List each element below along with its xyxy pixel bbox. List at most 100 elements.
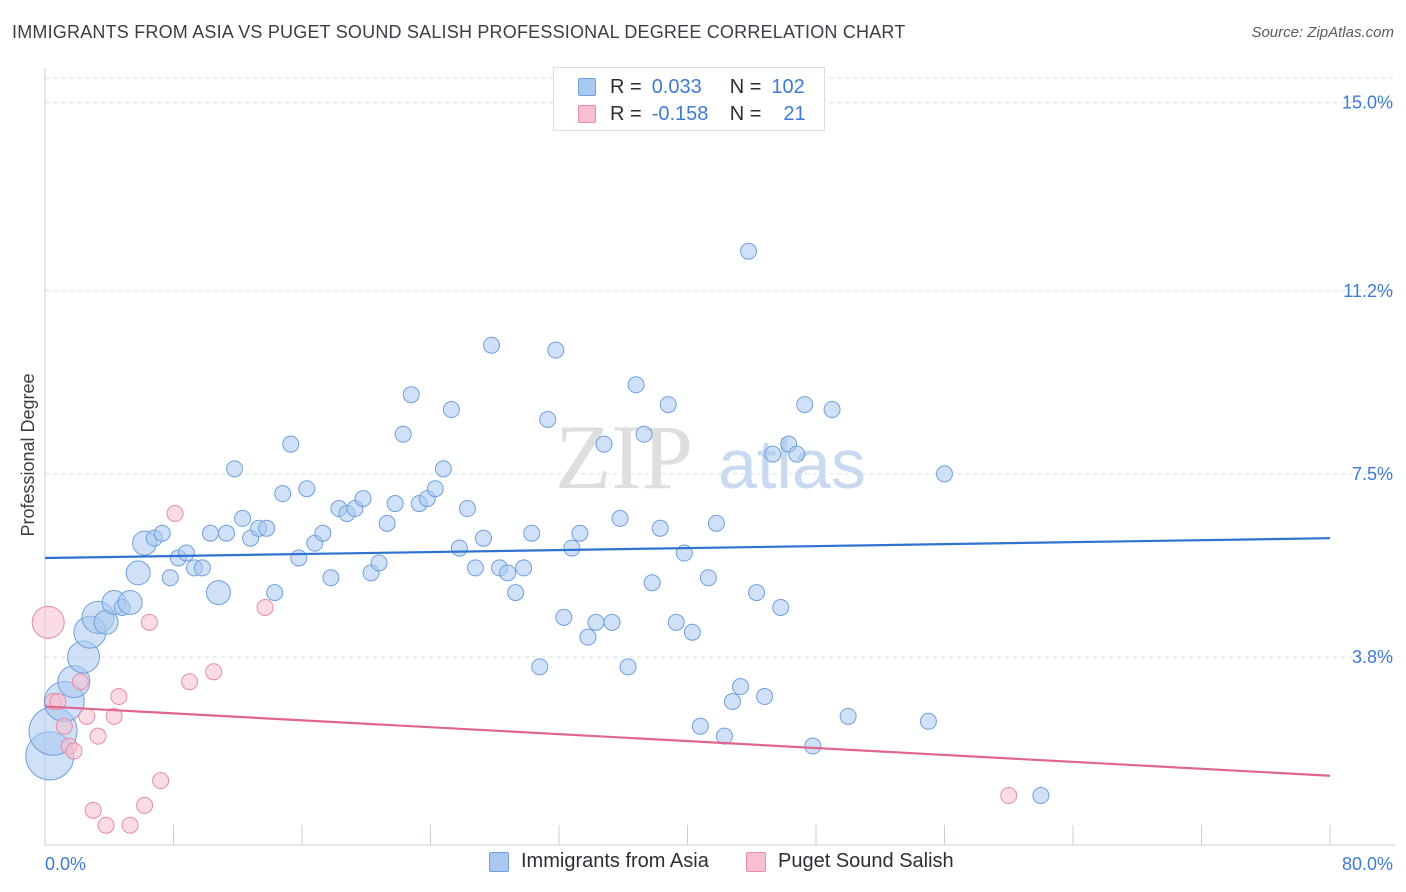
legend-row-salish: R = -0.158 N = 21 xyxy=(578,101,806,127)
source-label: Source: ZipAtlas.com xyxy=(1251,24,1394,41)
salish-point xyxy=(121,816,139,834)
asia-point xyxy=(683,623,701,641)
asia-point xyxy=(723,692,741,710)
asia-point xyxy=(322,569,340,587)
asia-point xyxy=(643,574,661,592)
asia-point xyxy=(523,524,541,542)
asia-point xyxy=(579,628,597,646)
salish-point xyxy=(49,692,67,710)
legend-item-asia[interactable]: Immigrants from Asia xyxy=(489,850,709,873)
asia-point xyxy=(258,519,276,537)
salish-trend-line xyxy=(44,705,1331,777)
asia-point xyxy=(205,580,231,606)
asia-point xyxy=(161,569,179,587)
asia-point xyxy=(804,737,822,755)
salish-point xyxy=(152,772,170,790)
asia-point xyxy=(707,514,725,532)
asia-point xyxy=(796,396,814,414)
asia-point xyxy=(153,524,171,542)
y-tick-label: 15.0% xyxy=(1342,93,1393,113)
salish-point xyxy=(140,613,158,631)
salish-point xyxy=(1000,787,1018,805)
legend-r-value: -0.158 xyxy=(651,102,709,125)
asia-point xyxy=(603,613,621,631)
asia-point xyxy=(290,549,308,567)
x-tick-label: 0.0% xyxy=(45,854,86,874)
salish-point xyxy=(31,605,65,639)
salish-point xyxy=(105,707,123,725)
asia-point xyxy=(450,539,468,557)
watermark-zip: ZIP xyxy=(555,406,693,508)
asia-point xyxy=(458,500,476,518)
asia-point xyxy=(177,544,195,562)
asia-point xyxy=(125,560,151,586)
asia-point xyxy=(193,559,211,577)
chart-title: IMMIGRANTS FROM ASIA VS PUGET SOUND SALI… xyxy=(12,22,906,42)
legend-row-asia: R = 0.033 N = 102 xyxy=(578,74,805,100)
salish-point xyxy=(84,801,102,819)
asia-point xyxy=(483,336,501,354)
salish-point xyxy=(205,663,223,681)
salish-point xyxy=(181,673,199,691)
asia-point xyxy=(748,584,766,602)
legend-swatch-salish xyxy=(578,105,596,123)
legend-r-label: R = xyxy=(610,75,642,98)
salish-point xyxy=(256,598,274,616)
legend-n-value: 21 xyxy=(783,102,806,125)
stats-legend: R = 0.033 N = 102 R = -0.158 N = 21 xyxy=(553,67,825,131)
legend-item-salish[interactable]: Puget Sound Salish xyxy=(746,850,954,873)
asia-point xyxy=(595,435,613,453)
trend-lines xyxy=(44,537,1331,777)
asia-point xyxy=(919,712,937,730)
asia-point xyxy=(587,613,605,631)
y-tick-label: 3.8% xyxy=(1352,647,1393,667)
asia-point xyxy=(788,445,806,463)
x-tick-label: 80.0% xyxy=(1342,854,1393,874)
asia-point xyxy=(499,564,517,582)
legend-swatch-asia xyxy=(578,78,596,96)
asia-point xyxy=(298,480,316,498)
salish-point xyxy=(55,717,73,735)
asia-point xyxy=(218,524,236,542)
asia-point xyxy=(732,678,750,696)
legend-label-asia: Immigrants from Asia xyxy=(521,850,709,872)
asia-point xyxy=(539,410,557,428)
asia-point xyxy=(667,613,685,631)
asia-point xyxy=(611,509,629,527)
asia-point xyxy=(466,559,484,577)
legend-n-value: 102 xyxy=(771,75,805,98)
series-salish-points xyxy=(31,504,1018,834)
salish-point xyxy=(166,504,184,522)
salish-point xyxy=(136,796,154,814)
tick-labels: 3.8% 7.5% 11.2% 15.0% 0.0% 80.0% xyxy=(45,93,1393,874)
y-tick-label: 7.5% xyxy=(1352,464,1393,484)
asia-point xyxy=(378,514,396,532)
asia-point xyxy=(370,554,388,572)
asia-point xyxy=(839,707,857,725)
salish-point xyxy=(89,727,107,745)
watermark: ZIP atlas xyxy=(555,406,866,508)
series-asia-points xyxy=(25,242,1050,805)
salish-point xyxy=(71,673,89,691)
legend-label-salish: Puget Sound Salish xyxy=(778,850,954,872)
grid-lines xyxy=(45,77,1395,658)
asia-point xyxy=(266,584,284,602)
asia-point xyxy=(531,658,549,676)
legend-swatch-asia xyxy=(489,851,509,872)
legend-n-label: N = xyxy=(729,102,762,125)
asia-point xyxy=(226,460,244,478)
asia-point xyxy=(691,717,709,735)
asia-point xyxy=(394,425,412,443)
legend-r-label: R = xyxy=(610,102,642,125)
legend-n-label: N = xyxy=(729,75,762,98)
asia-point xyxy=(274,485,292,503)
asia-point xyxy=(117,590,143,616)
asia-point xyxy=(547,341,565,359)
asia-point xyxy=(740,242,758,260)
asia-point xyxy=(756,688,774,706)
asia-point xyxy=(772,598,790,616)
asia-point xyxy=(936,465,953,483)
asia-point xyxy=(627,376,645,394)
asia-point xyxy=(563,539,581,557)
asia-point xyxy=(426,480,444,498)
